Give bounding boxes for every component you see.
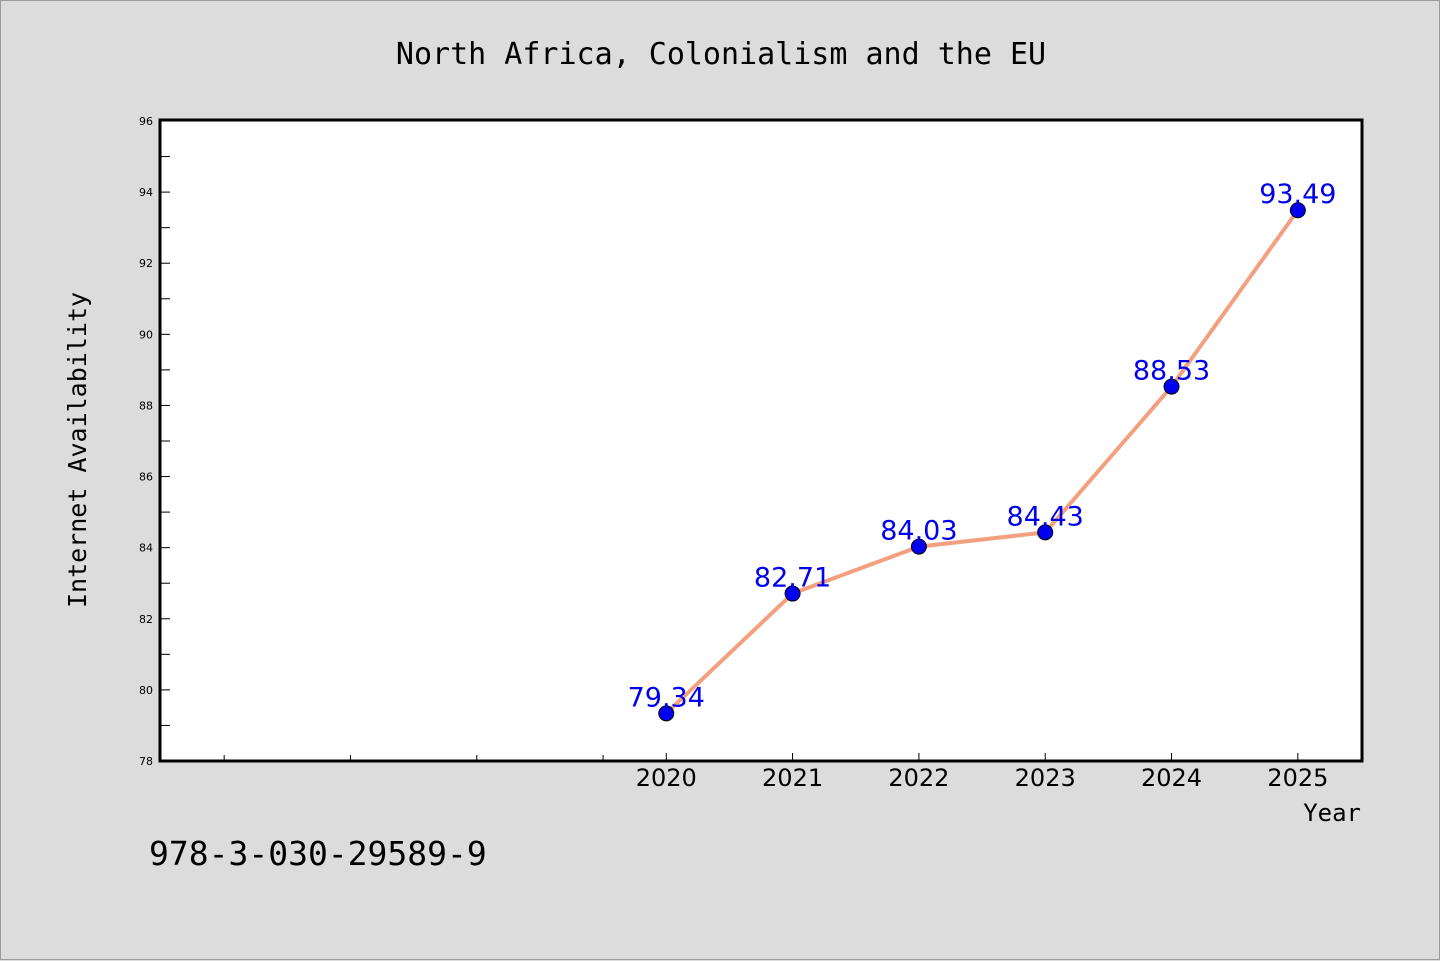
y-tick-label: 88 — [139, 399, 153, 412]
data-point — [784, 585, 801, 602]
x-tick-label: 2020 — [636, 764, 697, 792]
data-point — [1163, 378, 1180, 395]
y-tick-label: 78 — [139, 755, 153, 768]
y-tick-label: 94 — [139, 186, 153, 199]
data-point — [1037, 524, 1054, 541]
data-point — [658, 705, 675, 722]
y-tick-label: 80 — [139, 684, 153, 697]
y-tick-label: 82 — [139, 613, 153, 626]
y-tick-label: 96 — [139, 115, 153, 128]
series-line — [664, 208, 1300, 716]
x-tick-label: 2024 — [1141, 764, 1202, 792]
y-tick-label: 90 — [139, 328, 153, 341]
data-label: 82.71 — [754, 563, 831, 594]
x-tick-label: 2025 — [1267, 764, 1328, 792]
y-tick-label: 86 — [139, 471, 153, 484]
data-point — [910, 538, 927, 555]
x-axis: 2020 2021 2022 2023 2024 2025 — [223, 753, 1328, 792]
x-axis-label: Year — [1303, 799, 1361, 827]
data-label: 79.34 — [628, 682, 705, 713]
y-axis: 78 80 82 84 86 88 90 92 94 96 — [139, 115, 170, 768]
x-tick-label: 2023 — [1015, 764, 1076, 792]
data-label: 84.43 — [1007, 501, 1084, 532]
series-layer: 79.34 82.71 84.03 84.43 88.53 93.49 — [628, 179, 1336, 722]
data-label: 84.03 — [880, 516, 957, 547]
data-label: 93.49 — [1259, 179, 1336, 210]
chart-title: North Africa, Colonialism and the EU — [396, 37, 1046, 72]
isbn-text: 978-3-030-29589-9 — [149, 834, 487, 873]
y-axis-label: Internet Availability — [63, 292, 92, 608]
plot-area — [158, 118, 1364, 763]
data-label: 88.53 — [1133, 356, 1210, 387]
y-tick-label: 84 — [139, 542, 153, 555]
data-point — [1289, 202, 1306, 219]
y-tick-label: 92 — [139, 257, 153, 270]
x-tick-label: 2022 — [888, 764, 949, 792]
x-tick-label: 2021 — [762, 764, 823, 792]
